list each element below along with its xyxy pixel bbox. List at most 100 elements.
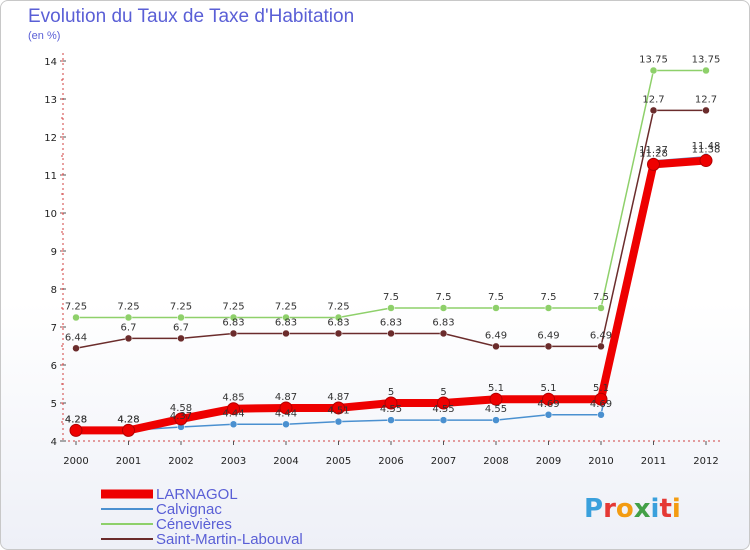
data-label: 4.44 [275,408,297,419]
data-label: 6.49 [485,330,507,341]
data-label: 4.87 [275,392,297,403]
data-label: 7.25 [275,302,297,313]
series-line-c-nevi-res [76,69,706,319]
x-tick-label: 2001 [116,456,141,467]
data-label: 4.55 [432,404,454,415]
data-point [437,396,450,410]
data-label: 7.25 [65,302,87,313]
data-label: 7.25 [117,302,139,313]
data-label: 4.55 [380,404,402,415]
data-point [124,313,133,322]
data-label: 4.55 [485,404,507,415]
data-label: 4.44 [222,408,244,419]
data-label: 6.49 [590,330,612,341]
logo-letter: x [634,494,651,524]
data-label: 4.28 [65,414,87,425]
data-point [282,420,290,429]
data-label: 6.83 [327,317,349,328]
y-tick-label: 4 [51,437,57,448]
data-point [387,329,395,338]
data-label: 7.5 [436,292,452,303]
data-point [229,420,238,429]
y-tick-label: 12 [44,133,57,144]
data-point [594,392,608,406]
legend-label: Saint-Martin-Labouval [156,531,303,548]
data-label: 7.25 [170,302,192,313]
logo-letter: P [584,494,603,524]
data-label: 5.1 [593,383,609,394]
data-point [492,304,500,312]
data-point [334,313,343,322]
series-line-saint-martin-labouval [75,109,706,350]
y-tick-label: 6 [51,361,57,372]
data-point [124,334,133,343]
data-label: 4.28 [117,414,139,425]
y-tick-label: 13 [44,95,57,106]
data-point [282,313,290,322]
data-point [439,304,448,312]
x-tick-label: 2007 [431,456,456,467]
data-point [647,157,660,171]
data-label: 7.5 [541,292,557,303]
x-tick-label: 2010 [588,456,613,467]
data-point [439,416,448,424]
data-label: 12.7 [695,94,717,105]
x-tick-label: 2002 [168,456,193,467]
data-label: 7.5 [383,292,399,303]
data-point [282,329,290,338]
data-label: 4.85 [222,393,244,404]
data-point [439,329,448,338]
y-tick-label: 11 [44,171,57,182]
data-label: 4.28 [117,414,139,425]
x-tick-label: 2008 [483,456,508,467]
data-point [72,344,80,353]
x-tick-label: 2000 [63,456,88,467]
data-point [72,313,80,322]
x-tick-label: 2004 [273,456,298,467]
data-label: 12.7 [642,94,664,105]
y-tick-label: 5 [51,399,57,410]
data-point [544,342,553,351]
logo-letter: t [659,494,671,524]
y-tick-label: 9 [51,247,57,258]
x-tick-label: 2012 [693,456,718,467]
data-label: 4.51 [327,406,349,417]
data-point [174,412,188,426]
data-label: 11.48 [692,141,721,152]
data-label: 6.49 [537,330,559,341]
data-point [702,66,710,75]
data-label: 7.25 [222,302,244,313]
data-label: 11.28 [639,148,668,159]
y-tick-label: 10 [44,209,57,220]
x-tick-label: 2003 [221,456,246,467]
data-label: 6.44 [65,332,87,343]
data-point [387,416,395,424]
data-point [227,402,240,416]
data-point [387,304,395,312]
data-label: 4.69 [590,399,612,410]
data-point [544,411,553,419]
data-label: 7.5 [488,292,504,303]
data-label: 6.83 [432,317,454,328]
data-label: 7.25 [327,302,349,313]
data-label: 6.7 [173,322,189,333]
chart-subtitle: (en %) [28,30,61,42]
x-tick-label: 2011 [641,456,666,467]
y-tick-label: 8 [51,285,57,296]
y-tick-label: 7 [51,323,57,334]
x-tick-label: 2006 [378,456,403,467]
data-label: 13.75 [639,55,668,66]
data-point [489,392,503,406]
data-point [334,329,343,338]
data-label: 6.83 [380,317,402,328]
data-point [597,342,605,351]
data-label: 6.83 [275,317,297,328]
x-tick-label: 2005 [326,456,351,467]
data-point [69,423,83,437]
legend-label: Calvignac [156,501,222,518]
data-label: 6.7 [121,322,137,333]
proxiti-logo: Proxiti [584,494,681,524]
data-point [699,154,713,168]
